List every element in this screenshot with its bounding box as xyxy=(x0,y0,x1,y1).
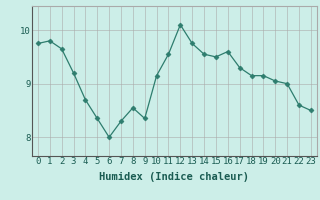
X-axis label: Humidex (Indice chaleur): Humidex (Indice chaleur) xyxy=(100,172,249,182)
